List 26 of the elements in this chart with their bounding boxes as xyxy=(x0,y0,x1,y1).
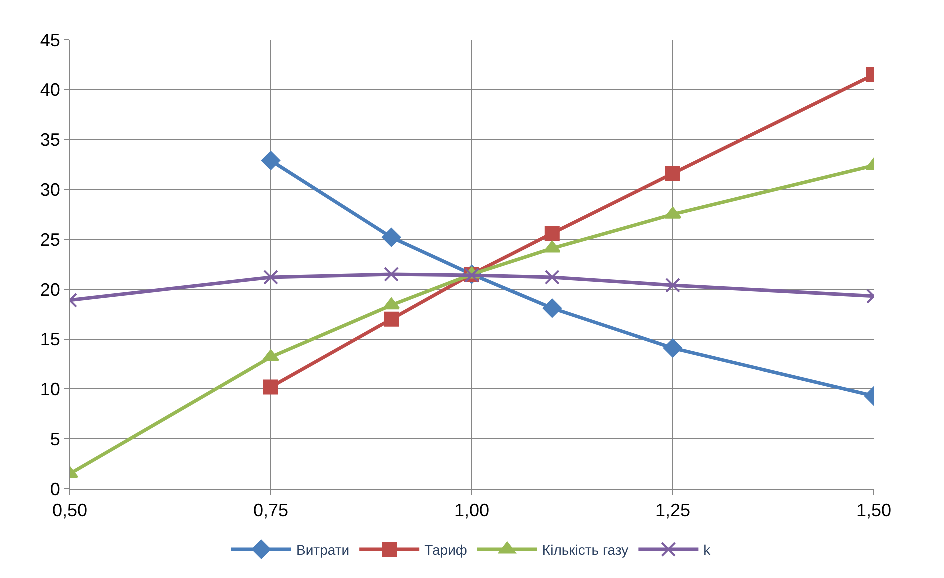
point xyxy=(383,298,400,310)
y-tick-label: 35 xyxy=(40,130,60,150)
point xyxy=(544,270,560,285)
legend-label: Витрати xyxy=(296,542,350,558)
point xyxy=(384,312,400,327)
point xyxy=(544,226,560,242)
y-tick-label: 5 xyxy=(50,429,60,450)
x-tick-label: 0,50 xyxy=(52,500,88,521)
x-tick-label: 0,75 xyxy=(253,500,289,521)
legend-label: Тариф xyxy=(424,542,468,558)
y-tick-label: 10 xyxy=(40,380,60,400)
y-tick-label: 30 xyxy=(40,180,60,200)
x-tick-label: 1,25 xyxy=(655,500,691,521)
point xyxy=(382,228,402,248)
y-tick-label: 0 xyxy=(50,479,60,500)
y-tick-label: 15 xyxy=(40,330,60,350)
legend-label: Кількість газу xyxy=(542,542,629,558)
point xyxy=(384,266,400,282)
y-tick-label: 45 xyxy=(40,30,60,50)
y-tick-label: 20 xyxy=(40,280,60,300)
x-tick-label: 1,00 xyxy=(454,500,490,521)
legend-label: k xyxy=(704,542,712,558)
point xyxy=(542,298,562,318)
y-tick-label: 40 xyxy=(40,80,60,100)
y-tick-label: 25 xyxy=(40,230,60,250)
x-tick-label: 1,50 xyxy=(856,500,892,521)
